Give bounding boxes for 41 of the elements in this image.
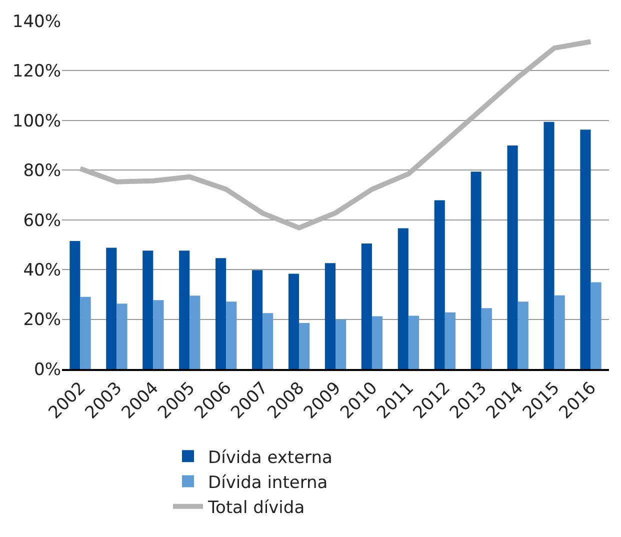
bar	[361, 243, 372, 369]
bar	[590, 282, 602, 369]
bar	[434, 200, 445, 369]
y-tick-label: 120%	[12, 62, 61, 82]
bar	[518, 302, 528, 369]
y-tick-label: 80%	[23, 161, 61, 182]
bar	[190, 296, 200, 369]
legend-label: Total dívida	[207, 498, 305, 518]
bar	[80, 296, 91, 369]
bar	[444, 312, 456, 369]
y-tick-label: 40%	[23, 260, 61, 281]
bar	[481, 308, 492, 369]
bar	[544, 122, 554, 369]
bar	[252, 270, 263, 369]
y-tick-label: 20%	[23, 310, 61, 330]
y-tick-label: 100%	[12, 111, 61, 132]
legend-label: Dívida interna	[208, 472, 328, 493]
bar	[262, 313, 274, 369]
bar	[216, 258, 226, 369]
y-tick-label: 140%	[12, 12, 61, 32]
bar	[106, 248, 117, 369]
bar	[153, 300, 164, 369]
bar	[554, 295, 565, 369]
y-tick-label: 60%	[23, 210, 61, 231]
bar	[398, 228, 408, 369]
bar	[288, 274, 300, 369]
bar	[408, 316, 420, 369]
bar	[142, 250, 154, 369]
bar	[226, 302, 237, 369]
bar	[179, 250, 190, 369]
bar	[580, 130, 591, 369]
bar	[372, 316, 383, 369]
y-tick-label: 0%	[34, 360, 61, 380]
bar	[507, 146, 518, 369]
bar	[470, 172, 482, 369]
bar	[116, 304, 128, 369]
bar	[324, 263, 336, 369]
bar	[336, 320, 346, 369]
bar	[299, 323, 310, 369]
bar	[70, 240, 80, 369]
legend-label: Dívida externa	[208, 448, 332, 468]
